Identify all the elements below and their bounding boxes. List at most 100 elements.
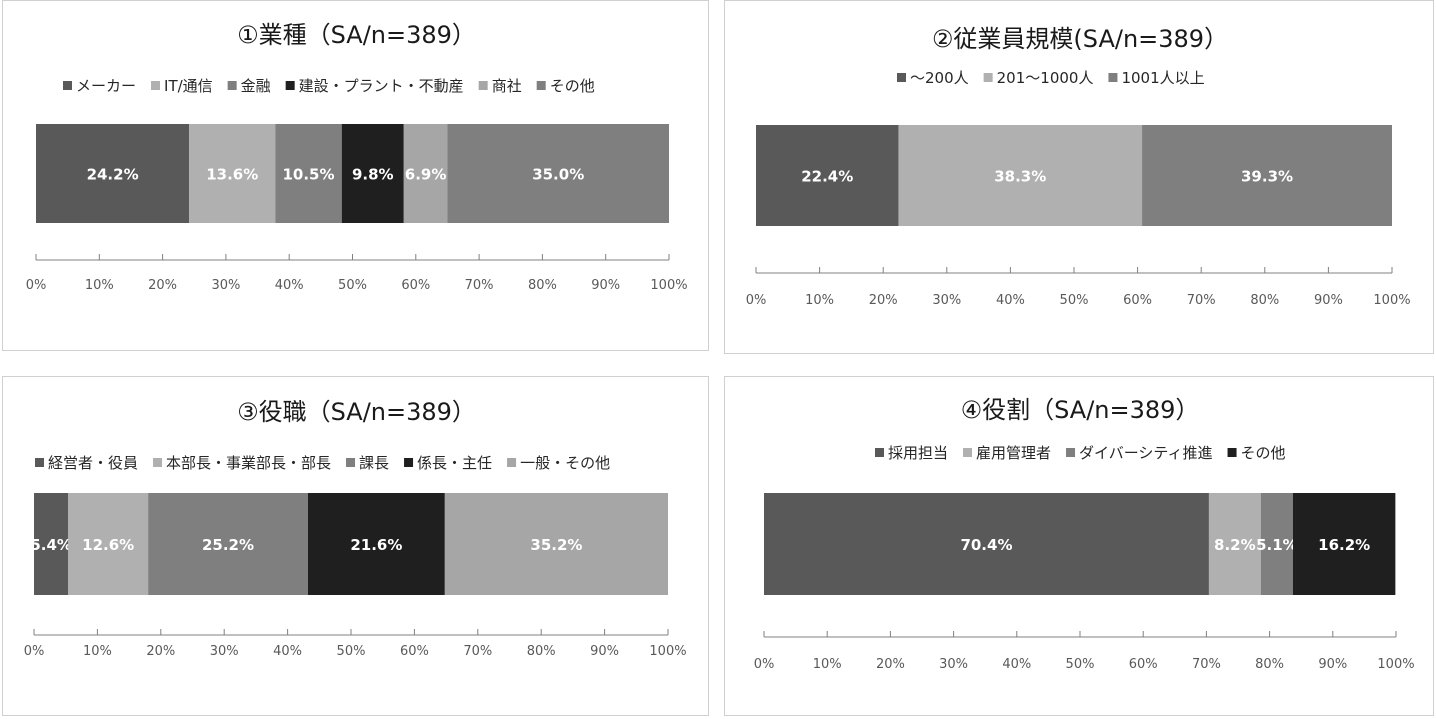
x-tick-label: 0% (746, 293, 767, 308)
legend-label: 1001人以上 (1121, 69, 1204, 87)
bar-segment (1260, 493, 1293, 595)
x-tick-label: 40% (273, 644, 302, 659)
x-tick-label: 80% (528, 278, 557, 293)
data-label: 25.2% (202, 536, 254, 554)
x-tick-label: 80% (527, 644, 556, 659)
legend-swatch (536, 81, 546, 90)
x-tick-label: 40% (1002, 657, 1031, 672)
x-tick-label: 60% (1123, 293, 1152, 308)
legend-label: 係長・主任 (417, 454, 492, 472)
data-label: 39.3% (1241, 168, 1293, 186)
x-tick-label: 50% (1066, 657, 1095, 672)
bar-segment (447, 124, 669, 223)
legend-swatch (875, 448, 884, 457)
x-tick-label: 10% (83, 644, 112, 659)
bar-segment (444, 493, 668, 595)
data-label: 12.6% (82, 536, 134, 554)
x-tick-label: 100% (649, 644, 686, 659)
bar-segment (403, 124, 448, 223)
chart-title: ④役割（SA/n=389） (961, 396, 1200, 424)
x-tick-label: 100% (1377, 657, 1414, 672)
bar-segment (36, 124, 190, 223)
data-label: 5.4% (30, 536, 72, 554)
x-tick-label: 30% (210, 644, 239, 659)
legend-label: 課長 (359, 454, 389, 472)
x-tick-label: 30% (211, 278, 240, 293)
legend-label: メーカー (76, 77, 136, 95)
bar-segment (189, 124, 276, 223)
legend-item: 建設・プラント・不動産 (285, 77, 464, 95)
x-tick-label: 30% (932, 293, 961, 308)
legend-item: 経営者・役員 (35, 454, 138, 472)
x-tick-label: 90% (1318, 657, 1347, 672)
legend-item: 本部長・事業部長・部長 (153, 454, 331, 472)
chart-panel-industry: ①業種（SA/n=389） メーカー IT/通信 金融 建設・プラント・不動産 商社 その他… (2, 0, 709, 351)
legend-item: ダイバーシティ推進 (1066, 444, 1213, 462)
x-tick-label: 50% (337, 644, 366, 659)
legend-swatch (35, 458, 44, 467)
legend-swatch (963, 448, 973, 457)
bar-segment (1142, 125, 1392, 226)
data-label: 21.6% (350, 536, 402, 554)
chart-industry: ①業種（SA/n=389） メーカー IT/通信 金融 建設・プラント・不動産 商社 その他… (26, 21, 688, 293)
legend-swatch (63, 81, 72, 90)
x-tick-label: 0% (754, 657, 775, 672)
legend-label: 金融 (241, 77, 271, 95)
legend-label: その他 (1241, 444, 1286, 462)
legend-swatch (897, 73, 906, 82)
legend-label: 一般・その他 (520, 454, 610, 472)
bar-segment (764, 493, 1209, 595)
legend-label: ダイバーシティ推進 (1079, 444, 1213, 462)
legend-item: 雇用管理者 (963, 444, 1051, 462)
chart-position: ③役職（SA/n=389） 経営者・役員 本部長・事業部長・部長 課長 係長・主任 一般・… (24, 398, 687, 659)
bar-segment (275, 124, 342, 223)
legend-swatch (507, 458, 517, 467)
data-label: 10.5% (282, 166, 334, 184)
x-tick-label: 90% (590, 644, 619, 659)
chart-panel-company-size: ②従業員規模(SA/n=389） ～200人 201～1000人 1001人以上 22.… (724, 0, 1434, 354)
bar-segment (756, 125, 899, 226)
legend-label: 商社 (492, 77, 522, 95)
legend-label: 採用担当 (888, 444, 948, 462)
legend-label: 本部長・事業部長・部長 (166, 454, 331, 472)
x-tick-label: 70% (1192, 657, 1221, 672)
legend-item: メーカー (63, 77, 136, 95)
legend-swatch (1108, 73, 1118, 82)
legend-label: ～200人 (910, 69, 969, 87)
x-tick-label: 10% (85, 278, 114, 293)
legend-item: 商社 (478, 77, 522, 95)
legend-swatch (151, 81, 161, 90)
data-label: 38.3% (994, 168, 1046, 186)
x-tick-label: 0% (24, 644, 45, 659)
bar-segment (307, 493, 445, 595)
x-tick-label: 40% (275, 278, 304, 293)
x-tick-label: 20% (146, 644, 175, 659)
legend-item: ～200人 (897, 69, 969, 87)
legend-item: 1001人以上 (1108, 69, 1205, 87)
legend-label: IT/通信 (164, 77, 213, 95)
data-label: 70.4% (960, 536, 1012, 554)
data-label: 5.1% (1256, 536, 1298, 554)
legend-label: その他 (550, 77, 595, 95)
legend-swatch (478, 81, 488, 90)
x-tick-label: 80% (1255, 657, 1284, 672)
bar-segment (68, 493, 149, 595)
data-label: 35.2% (530, 536, 582, 554)
chart-panel-position: ③役職（SA/n=389） 経営者・役員 本部長・事業部長・部長 課長 係長・主任 一般・… (2, 376, 709, 716)
bar-segment (148, 493, 308, 595)
data-label: 9.8% (352, 166, 394, 184)
x-tick-label: 70% (1187, 293, 1216, 308)
data-label: 16.2% (1318, 536, 1370, 554)
bar-segment (898, 125, 1143, 226)
legend-swatch (285, 81, 295, 90)
chart-title: ①業種（SA/n=389） (237, 21, 476, 49)
legend-swatch (983, 73, 993, 82)
x-tick-label: 60% (400, 644, 429, 659)
x-tick-label: 70% (463, 644, 492, 659)
legend-swatch (346, 458, 356, 467)
data-label: 24.2% (87, 166, 139, 184)
x-tick-label: 80% (1250, 293, 1279, 308)
legend-item: 金融 (227, 77, 271, 95)
x-tick-label: 100% (1373, 293, 1410, 308)
x-tick-label: 0% (26, 278, 47, 293)
